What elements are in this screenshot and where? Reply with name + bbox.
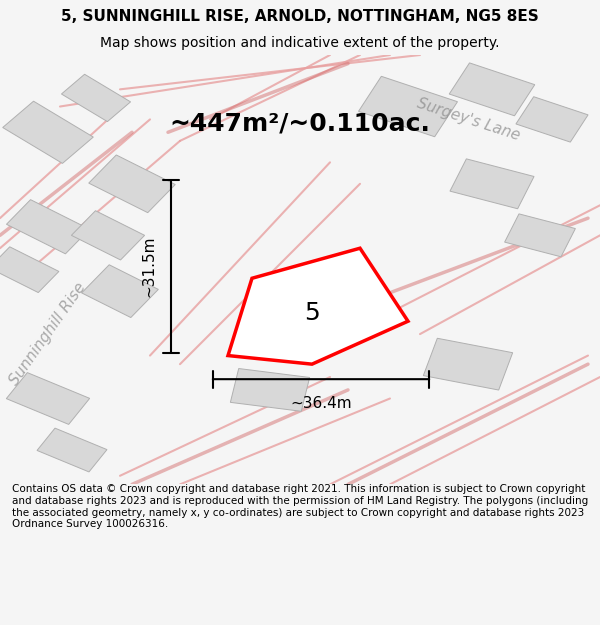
Polygon shape [505, 214, 575, 257]
Text: Sunninghill Rise: Sunninghill Rise [7, 280, 89, 388]
Text: 5, SUNNINGHILL RISE, ARNOLD, NOTTINGHAM, NG5 8ES: 5, SUNNINGHILL RISE, ARNOLD, NOTTINGHAM,… [61, 9, 539, 24]
Polygon shape [2, 101, 94, 163]
Polygon shape [61, 74, 131, 122]
Polygon shape [516, 97, 588, 142]
Polygon shape [71, 211, 145, 260]
Text: ~36.4m: ~36.4m [290, 396, 352, 411]
Text: Surgey's Lane: Surgey's Lane [415, 96, 521, 143]
Polygon shape [7, 199, 89, 254]
Polygon shape [449, 63, 535, 116]
Polygon shape [230, 369, 310, 411]
Polygon shape [89, 155, 175, 212]
Polygon shape [7, 372, 89, 424]
Polygon shape [0, 247, 59, 292]
Text: ~447m²/~0.110ac.: ~447m²/~0.110ac. [170, 112, 430, 136]
Polygon shape [450, 159, 534, 209]
Text: 5: 5 [304, 301, 320, 326]
Polygon shape [82, 265, 158, 318]
Polygon shape [37, 428, 107, 472]
Polygon shape [228, 248, 408, 364]
Text: Contains OS data © Crown copyright and database right 2021. This information is : Contains OS data © Crown copyright and d… [12, 484, 588, 529]
Text: Map shows position and indicative extent of the property.: Map shows position and indicative extent… [100, 36, 500, 50]
Polygon shape [359, 76, 457, 137]
Text: ~31.5m: ~31.5m [141, 236, 156, 298]
Polygon shape [424, 338, 512, 390]
